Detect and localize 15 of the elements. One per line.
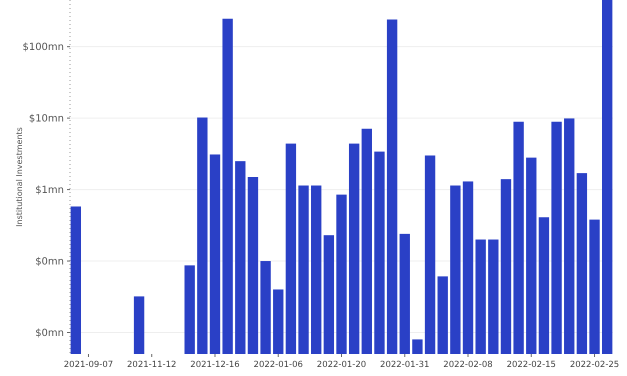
x-tick-label: 2022-02-15 <box>506 360 556 370</box>
x-tick-label: 2022-01-06 <box>254 360 303 370</box>
x-tick-label: 2022-02-25 <box>570 360 620 370</box>
y-tick-label: $10mn <box>28 114 64 125</box>
x-tick-label: 2021-11-12 <box>127 360 176 370</box>
y-tick-label: $1mn <box>35 185 64 196</box>
y-tick-label: $0mn <box>35 256 64 268</box>
y-tick-label: $100mn <box>22 42 64 54</box>
x-tick-label: 2022-01-20 <box>316 360 366 370</box>
x-tick-label: 2021-09-07 <box>64 360 114 370</box>
x-tick-label: 2022-01-31 <box>380 360 430 370</box>
x-tick-label: 2022-02-08 <box>443 360 493 370</box>
y-axis-title: Institutional Investments <box>15 127 24 227</box>
x-tick-label: 2021-12-16 <box>190 360 240 370</box>
y-tick-label: $0mn <box>35 328 64 339</box>
